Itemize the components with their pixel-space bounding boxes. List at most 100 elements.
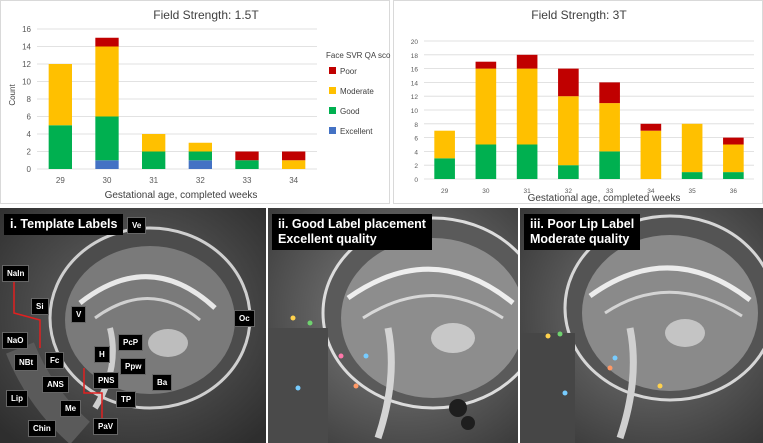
y-tick-label: 6 [414,136,418,143]
x-tick-label: 34 [289,176,298,185]
bar-segment-good [434,158,455,179]
bar-segment-moderate [640,130,662,179]
y-tick-label: 12 [411,94,419,101]
label-lip: Lip [6,390,28,407]
legend: Face SVR QA score Poor Moderate Good Excell… [326,51,398,136]
bar-segment-excellent [95,160,119,169]
legend-label-poor: Poor [340,67,357,76]
y-tick-label: 12 [22,60,31,69]
bar-segment-moderate [681,123,703,173]
mri-good-label-placement: ii. Good Label placement Excellent quali… [268,208,518,443]
x-tick-label: 34 [647,188,655,195]
bar-segment-poor [516,54,538,69]
label-ve: Ve [127,217,147,234]
bar-segment-moderate [434,130,455,159]
bar-segment-good [558,165,579,179]
x-tick-label: 30 [103,176,112,185]
bar-segment-moderate [48,64,72,126]
x-tick-label: 30 [482,188,490,195]
bar-segment-excellent [188,160,212,169]
bar-segment-good [681,172,703,179]
x-tick-label: 32 [196,176,205,185]
legend-label-good: Good [340,107,360,116]
bar-segment-good [188,151,212,161]
bar-segment-good [475,144,497,179]
y-tick-label: 8 [414,122,418,129]
x-tick-label: 29 [56,176,65,185]
label-ans: ANS [42,376,69,393]
x-axis-label: Gestational age, completed weeks [105,190,258,201]
y-tick-label: 2 [27,148,32,157]
mri-poor-lip-label: iii. Poor Lip Label Moderate quality [520,208,763,443]
x-tick-label: 31 [149,176,158,185]
label-oc: Oc [234,310,255,327]
label-pav: PaV [93,418,119,435]
bar-segment-moderate [282,160,306,169]
caption-line-2: Excellent quality [278,232,377,246]
bar-segment-moderate [95,46,119,117]
label-nbt: NBt [14,354,39,371]
x-tick-label: 29 [441,188,449,195]
chart-1-5t: Field Strength: 1.5T Count Gestational a… [0,0,398,204]
caption-line-1: iii. Poor Lip Label [530,217,635,231]
panel-caption: ii. Good Label placement Excellent quali… [272,214,432,250]
label-ba: Ba [152,374,173,391]
y-tick-label: 4 [27,130,32,139]
bar-segment-moderate [599,103,620,152]
y-tick-label: 4 [414,149,418,156]
legend-label-moderate: Moderate [340,87,374,96]
legend-swatch-good [329,107,336,114]
label-ppw: Ppw [120,358,147,375]
bar-segment-good [142,151,166,169]
bar-segment-good [599,151,620,179]
label-pns: PNS [93,372,120,389]
legend-title: Face SVR QA score [326,51,391,60]
bar-segment-moderate [723,144,744,173]
bar-segment-poor [640,123,662,131]
legend-swatch-excellent [329,127,336,134]
bar-segment-moderate [475,68,497,145]
y-tick-label: 14 [22,43,31,52]
x-tick-label: 32 [565,188,573,195]
x-tick-label: 35 [689,188,697,195]
bar-segment-moderate [142,134,166,152]
bar-segment-moderate [516,68,538,145]
y-tick-label: 2 [414,163,418,170]
panel-caption: iii. Poor Lip Label Moderate quality [524,214,641,250]
y-tick-label: 10 [411,108,419,115]
y-tick-label: 0 [27,165,32,174]
label-fc: Fc [45,352,65,369]
panel-caption: i. Template Labels [4,214,124,235]
chart-3t-svg: Field Strength: 3T Gestational age, comp… [411,8,754,204]
x-axis-label: Gestational age, completed weeks [528,193,681,204]
bar-segment-poor [475,61,497,69]
bar-segment-moderate [558,96,579,166]
y-axis-label: Count [8,84,17,106]
x-tick-label: 36 [730,188,738,195]
chart-title: Field Strength: 3T [531,8,627,22]
x-tick-label: 33 [243,176,252,185]
legend-label-excellent: Excellent [340,127,373,136]
bar-segment-poor [599,82,620,104]
bar-segment-moderate [188,142,212,152]
bar-segment-good [235,160,259,169]
bar-segment-good [48,125,72,169]
x-tick-label: 31 [524,188,532,195]
label-nain: NaIn [2,265,30,282]
y-tick-label: 8 [27,95,32,104]
y-tick-label: 0 [414,177,418,184]
legend-swatch-moderate [329,87,336,94]
y-tick-label: 16 [411,67,419,74]
chart-1-5t-svg: Field Strength: 1.5T Count Gestational a… [8,8,398,201]
bar-segment-poor [95,37,119,47]
chart-title: Field Strength: 1.5T [153,8,259,22]
y-tick-label: 20 [411,39,419,46]
bar-segment-poor [558,68,579,97]
label-pcp: PcP [118,334,144,351]
bar-segment-good [723,172,744,179]
y-tick-label: 14 [411,80,419,87]
label-tp: TP [116,391,137,408]
legend-swatch-poor [329,67,336,74]
y-tick-label: 16 [22,25,31,34]
bar-segment-good [516,144,538,179]
